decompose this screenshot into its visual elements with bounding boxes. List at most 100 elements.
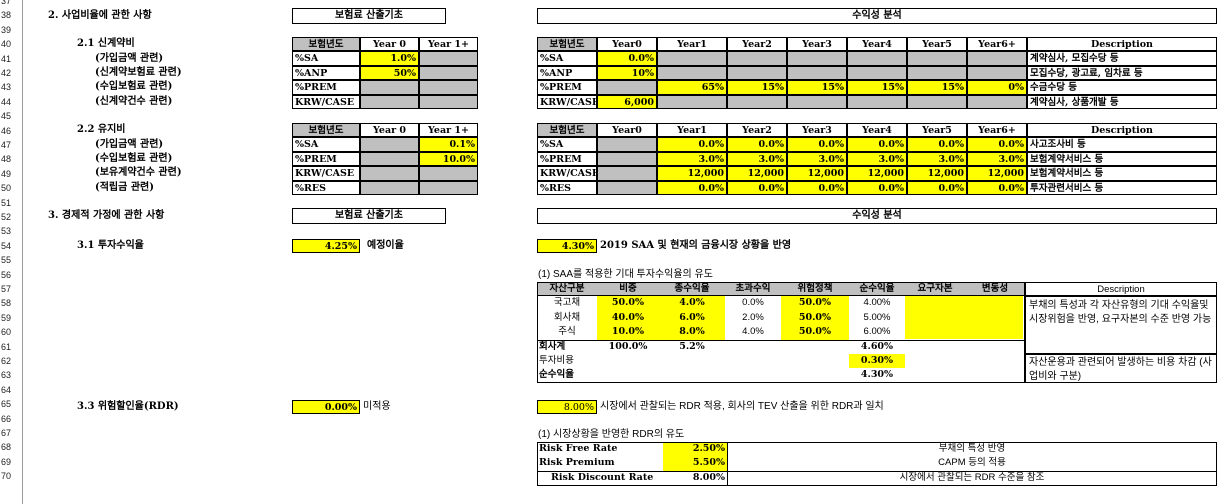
input-cell[interactable]: 12,000 [907, 166, 967, 181]
input-cell[interactable] [597, 151, 657, 167]
input-cell[interactable]: 3.0% [787, 151, 847, 167]
saa-cell[interactable]: 4.00% [863, 297, 891, 309]
saa-cell[interactable]: 8.0% [659, 325, 725, 340]
input-cell[interactable] [597, 137, 657, 152]
input-cell[interactable]: 0.0% [727, 137, 787, 152]
rdr-value[interactable]: 5.50% [663, 456, 727, 471]
input-cell[interactable] [787, 51, 847, 66]
investment-return-rate[interactable]: 4.30% [537, 239, 597, 254]
input-cell[interactable]: 0.0% [967, 180, 1027, 195]
rdr-profit-value[interactable]: 8.00% [537, 400, 597, 415]
saa-cell[interactable]: 6.00% [863, 326, 891, 338]
input-cell[interactable] [727, 65, 787, 81]
input-cell[interactable] [657, 94, 727, 109]
input-cell[interactable]: 15% [847, 80, 907, 95]
input-cell[interactable]: 3.0% [657, 151, 727, 167]
input-cell[interactable] [657, 51, 727, 66]
input-cell[interactable]: 3.0% [907, 151, 967, 167]
input-cell[interactable] [419, 65, 478, 81]
input-cell[interactable]: 0.0% [847, 137, 907, 152]
row-number: 53 [0, 224, 22, 239]
input-cell[interactable]: 3.0% [847, 151, 907, 167]
input-cell[interactable]: 0.0% [787, 180, 847, 195]
row-number: 38 [0, 8, 22, 23]
input-cell[interactable] [967, 94, 1027, 109]
input-cell[interactable]: 3.0% [727, 151, 787, 167]
description-header: Description [1025, 282, 1217, 297]
saa-cell[interactable]: 4.0% [659, 296, 725, 311]
input-cell[interactable] [907, 94, 967, 109]
expected-interest-rate[interactable]: 4.25% [292, 239, 360, 254]
input-cell[interactable]: 0.0% [787, 137, 847, 152]
input-cell[interactable] [907, 51, 967, 66]
column-header: 보험년도 [292, 37, 360, 52]
input-cell[interactable] [847, 65, 907, 81]
input-cell[interactable] [419, 94, 478, 109]
input-cell[interactable] [419, 166, 478, 181]
input-cell[interactable] [419, 51, 478, 66]
input-cell[interactable]: 12,000 [727, 166, 787, 181]
saa-cell[interactable]: 50.0% [597, 296, 659, 311]
input-cell[interactable]: 0.0% [657, 180, 727, 195]
rdr-value[interactable]: 2.50% [663, 442, 727, 457]
saa-cell[interactable]: 4.0% [742, 326, 764, 338]
input-cell[interactable] [360, 151, 419, 167]
input-cell[interactable] [787, 65, 847, 81]
saa-cell[interactable]: 10.0% [597, 325, 659, 340]
input-cell[interactable] [597, 166, 657, 181]
row-number: 70 [0, 469, 22, 484]
input-cell[interactable] [419, 180, 478, 195]
input-cell[interactable]: 10% [597, 65, 657, 81]
input-cell[interactable] [419, 80, 478, 95]
input-cell[interactable]: 3.0% [967, 151, 1027, 167]
input-cell[interactable]: 0% [967, 80, 1027, 95]
rdr-premium-value[interactable]: 0.00% [292, 400, 360, 415]
input-cell[interactable]: 0.0% [597, 51, 657, 66]
investment-cost[interactable]: 0.30% [849, 354, 905, 369]
input-cell[interactable]: 6,000 [597, 94, 657, 109]
input-cell[interactable]: 12,000 [787, 166, 847, 181]
input-cell[interactable] [360, 166, 419, 181]
required-capital-input[interactable] [905, 296, 1023, 340]
input-cell[interactable]: 0.0% [657, 137, 727, 152]
input-cell[interactable] [847, 94, 907, 109]
input-cell[interactable] [967, 65, 1027, 81]
input-cell[interactable]: 15% [727, 80, 787, 95]
input-cell[interactable]: 0.0% [907, 180, 967, 195]
input-cell[interactable] [907, 65, 967, 81]
saa-cell[interactable]: 50.0% [781, 296, 849, 311]
input-cell[interactable]: 10.0% [419, 151, 478, 167]
input-cell[interactable]: 15% [787, 80, 847, 95]
input-cell[interactable] [597, 180, 657, 195]
input-cell[interactable] [360, 180, 419, 195]
input-cell[interactable] [787, 94, 847, 109]
input-cell[interactable]: 0.1% [419, 137, 478, 152]
input-cell[interactable]: 65% [657, 80, 727, 95]
input-cell[interactable] [657, 65, 727, 81]
saa-cell[interactable]: 40.0% [597, 310, 659, 326]
saa-cell[interactable]: 50.0% [781, 325, 849, 340]
input-cell[interactable] [360, 94, 419, 109]
saa-cell[interactable]: 50.0% [781, 310, 849, 326]
input-cell[interactable]: 0.0% [967, 137, 1027, 152]
input-cell[interactable]: 12,000 [847, 166, 907, 181]
saa-cell[interactable]: 2.0% [742, 311, 764, 323]
saa-cell[interactable]: 5.00% [863, 311, 891, 323]
input-cell[interactable]: 1.0% [360, 51, 419, 66]
input-cell[interactable]: 0.0% [907, 137, 967, 152]
input-cell[interactable]: 12,000 [967, 166, 1027, 181]
input-cell[interactable]: 12,000 [657, 166, 727, 181]
saa-cell[interactable]: 0.0% [742, 297, 764, 309]
input-cell[interactable] [597, 80, 657, 95]
input-cell[interactable]: 0.0% [727, 180, 787, 195]
input-cell[interactable]: 50% [360, 65, 419, 81]
input-cell[interactable]: 0.0% [847, 180, 907, 195]
input-cell[interactable] [727, 94, 787, 109]
input-cell[interactable] [967, 51, 1027, 66]
input-cell[interactable] [847, 51, 907, 66]
input-cell[interactable] [360, 137, 419, 152]
input-cell[interactable] [360, 80, 419, 95]
saa-cell[interactable]: 6.0% [659, 310, 725, 326]
input-cell[interactable] [727, 51, 787, 66]
input-cell[interactable]: 15% [907, 80, 967, 95]
